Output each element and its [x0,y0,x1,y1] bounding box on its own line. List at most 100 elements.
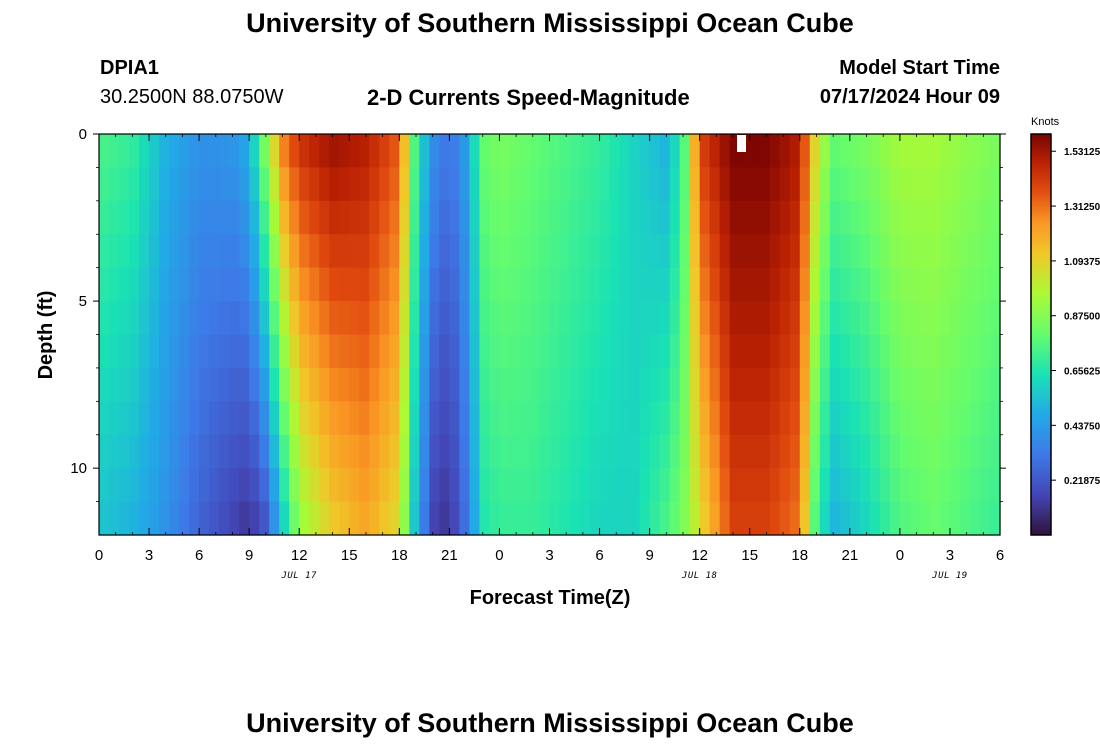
heatmap-cell [159,401,170,436]
heatmap-cell [779,501,791,536]
heatmap-cell [379,200,390,235]
heatmap-cell [639,134,651,169]
heatmap-cell [789,267,801,302]
heatmap-cell [829,468,841,503]
heatmap-cell [169,167,180,202]
heatmap-cell [609,301,621,336]
heatmap-cell [319,301,330,336]
heatmap-cell [599,200,611,235]
heatmap-cell [289,434,300,469]
heatmap-cell [709,401,721,436]
heatmap-cell [909,301,921,336]
heatmap-cell [429,167,440,202]
heatmap-cell [789,468,801,503]
heatmap-cell [309,468,320,503]
heatmap-cell [539,301,551,336]
heatmap-cell [869,301,881,336]
heatmap-cell [809,301,821,336]
heatmap-cell [609,200,621,235]
heatmap-cell [239,401,250,436]
heatmap-cell [599,501,611,536]
heatmap-cell [109,134,120,169]
heatmap-cell [489,234,501,269]
heatmap-cell [769,434,781,469]
heatmap-cell [499,401,511,436]
heatmap-cell [969,301,981,336]
heatmap-cell [119,434,130,469]
heatmap-cell [229,367,240,402]
heatmap-cell [259,401,270,436]
heatmap-cell [459,234,471,269]
heatmap-cell [199,401,210,436]
heatmap-cell [329,367,340,402]
heatmap-cell [599,267,611,302]
heatmap-cell [449,167,460,202]
heatmap-cell [619,401,631,436]
x-tick-label: 15 [741,547,758,564]
heatmap-cell [889,434,901,469]
heatmap-cell [519,134,531,169]
heatmap-cell [429,234,440,269]
heatmap-cell [789,200,801,235]
heatmap-cell [969,501,981,536]
heatmap-cell [149,468,160,503]
heatmap-cell [369,401,380,436]
heatmap-cell [529,401,541,436]
heatmap-cell [989,501,1001,536]
heatmap-cell [469,334,481,369]
heatmap-cell [519,501,531,536]
heatmap-cell [499,267,511,302]
heatmap-cell [659,267,671,302]
heatmap-cell [509,301,521,336]
heatmap-cell [919,301,931,336]
heatmap-cell [439,334,450,369]
heatmap-cell [769,301,781,336]
heatmap-cell [259,134,270,169]
heatmap-cell [679,501,691,536]
heatmap-cell [669,267,681,302]
heatmap-cell [179,501,190,536]
heatmap-cell [699,501,711,536]
heatmap-cell [489,200,501,235]
heatmap-cell [559,200,571,235]
heatmap-cell [959,234,971,269]
heatmap-cell [849,434,861,469]
heatmap-cell [239,434,250,469]
heatmap-cell [459,301,471,336]
station-coords: 30.2500N 88.0750W [100,86,284,108]
heatmap-cell [939,468,951,503]
heatmap-cell [879,167,891,202]
heatmap-cell [169,401,180,436]
heatmap-cell [749,434,761,469]
heatmap-cell [709,167,721,202]
heatmap-cell [269,501,280,536]
heatmap-cell [859,434,871,469]
heatmap-cell [899,301,911,336]
heatmap-cell [919,134,931,169]
heatmap-cell [769,468,781,503]
heatmap-cell [439,267,450,302]
heatmap-cell [979,367,991,402]
heatmap-cell [509,134,521,169]
heatmap-cell [189,401,200,436]
heatmap-cell [779,401,791,436]
heatmap-cell [459,167,471,202]
heatmap-cell [459,468,471,503]
heatmap-cell [839,200,851,235]
heatmap-cell [179,134,190,169]
heatmap-cell [359,434,370,469]
heatmap-cell [369,267,380,302]
heatmap-cell [559,367,571,402]
heatmap-cell [469,267,481,302]
heatmap-cell [399,367,410,402]
heatmap-cell [829,401,841,436]
heatmap-cell [229,234,240,269]
heatmap-cell [119,367,130,402]
heatmap-cell [469,367,481,402]
heatmap-cell [129,367,140,402]
heatmap-cell [869,234,881,269]
heatmap-cell [849,468,861,503]
heatmap-cell [989,468,1001,503]
heatmap-cell [989,267,1001,302]
heatmap-cell [909,468,921,503]
